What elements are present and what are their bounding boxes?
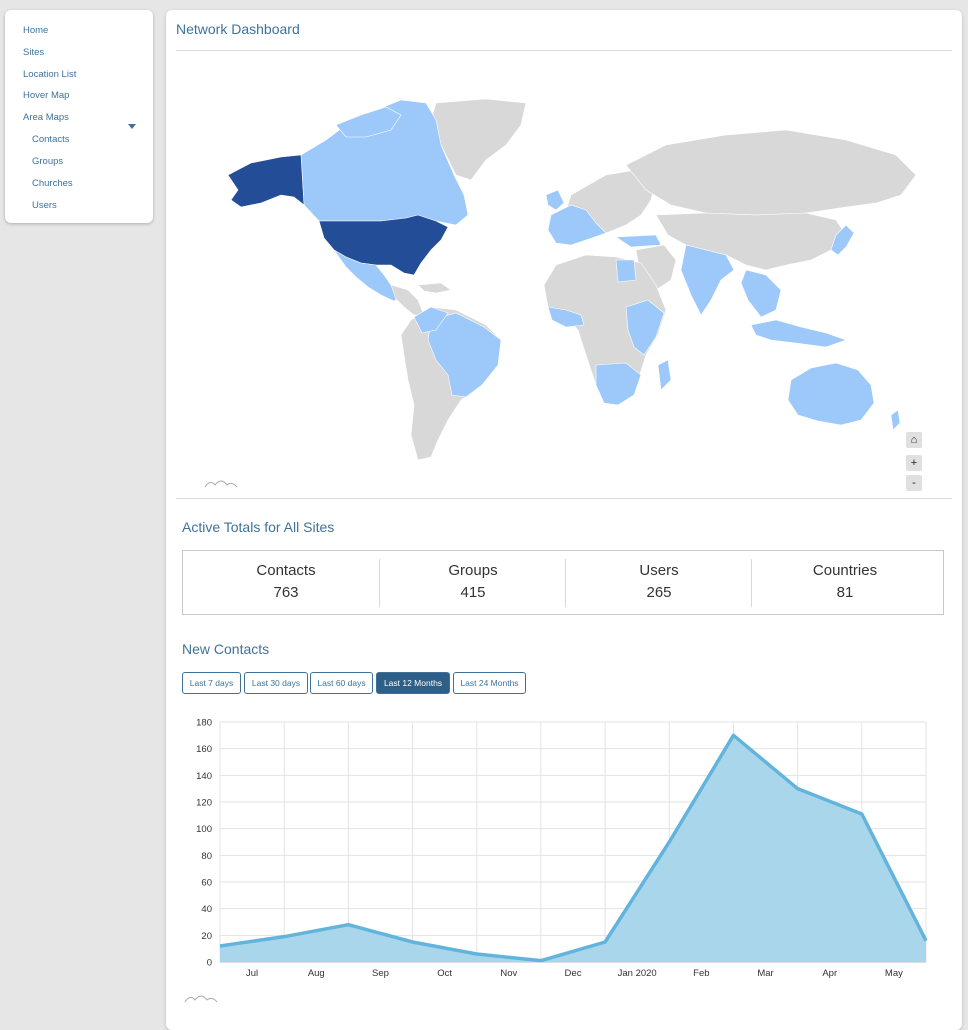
map-region-caribbean <box>418 283 451 293</box>
range-button-7-days[interactable]: Last 7 days <box>182 672 241 694</box>
map-region-uk <box>546 190 564 210</box>
total-groups: Groups 415 <box>379 559 566 607</box>
chart-y-tick-label: 160 <box>196 744 212 755</box>
chart-y-tick-label: 180 <box>196 718 212 729</box>
map-region-australia <box>788 363 874 425</box>
chart-y-tick-label: 40 <box>201 904 212 915</box>
total-countries: Countries 81 <box>751 559 938 607</box>
chart-x-tick-label: Jan 2020 <box>618 968 657 979</box>
divider <box>176 50 952 51</box>
totals-panel: Contacts 763 Groups 415 Users 265 Countr… <box>182 550 944 615</box>
range-button-24-months[interactable]: Last 24 Months <box>453 672 526 694</box>
map-region-south-asia <box>681 245 734 315</box>
total-value: 763 <box>193 584 379 601</box>
total-value: 265 <box>566 584 752 601</box>
world-map[interactable]: ⌂ + - <box>186 85 926 495</box>
total-contacts: Contacts 763 <box>193 559 379 607</box>
total-label: Users <box>566 562 752 579</box>
chart-x-tick-label: Sep <box>372 968 389 979</box>
sidebar-item-home[interactable]: Home <box>23 25 48 36</box>
chart-x-tick-label: Jul <box>246 968 258 979</box>
range-button-30-days[interactable]: Last 30 days <box>244 672 308 694</box>
total-label: Groups <box>380 562 566 579</box>
map-region-madagascar <box>658 360 671 390</box>
map-region-southern-africa <box>596 363 641 405</box>
chart-y-tick-label: 60 <box>201 878 212 889</box>
chart-x-tick-label: Mar <box>757 968 773 979</box>
chart-y-tick-label: 20 <box>201 931 212 942</box>
map-region-alaska <box>228 155 304 207</box>
range-button-60-days[interactable]: Last 60 days <box>310 672 373 694</box>
chart-library-logo-icon <box>204 477 238 489</box>
chart-y-tick-label: 140 <box>196 771 212 782</box>
total-label: Countries <box>752 562 938 579</box>
sidebar-item-hover-map[interactable]: Hover Map <box>23 90 69 101</box>
total-label: Contacts <box>193 562 379 579</box>
world-map-svg <box>186 85 926 495</box>
sidebar-item-location-list[interactable]: Location List <box>23 69 76 80</box>
chart-x-tick-label: Apr <box>822 968 837 979</box>
sidebar-item-sites[interactable]: Sites <box>23 47 44 58</box>
chart-y-tick-label: 80 <box>201 851 212 862</box>
chart-x-tick-label: May <box>885 968 903 979</box>
range-button-12-months[interactable]: Last 12 Months <box>376 672 450 694</box>
sidebar-nav: Home Sites Location List Hover Map Area … <box>5 10 153 223</box>
total-users: Users 265 <box>565 559 752 607</box>
map-zoom-out-button[interactable]: - <box>906 475 922 491</box>
chart-x-tick-label: Feb <box>693 968 709 979</box>
chart-y-tick-label: 120 <box>196 798 212 809</box>
map-region-new-zealand <box>891 410 900 430</box>
chart-x-tick-label: Nov <box>500 968 517 979</box>
sidebar-subitem-groups[interactable]: Groups <box>32 156 63 167</box>
sidebar-item-area-maps[interactable]: Area Maps <box>23 112 69 123</box>
chart-y-tick-label: 0 <box>207 958 212 969</box>
map-home-button[interactable]: ⌂ <box>906 432 922 448</box>
map-region-egypt <box>616 260 636 282</box>
map-region-russia <box>626 130 916 215</box>
totals-title: Active Totals for All Sites <box>182 519 334 535</box>
chart-x-tick-label: Aug <box>308 968 325 979</box>
chart-x-tick-label: Dec <box>565 968 582 979</box>
map-region-usa <box>319 215 448 275</box>
total-value: 81 <box>752 584 938 601</box>
main-panel: Network Dashboard <box>166 10 962 1030</box>
chart-y-tick-label: 100 <box>196 824 212 835</box>
chevron-down-icon[interactable] <box>128 124 136 129</box>
divider <box>176 498 952 499</box>
sidebar-subitem-users[interactable]: Users <box>32 200 57 211</box>
chart-x-tick-label: Oct <box>437 968 452 979</box>
total-value: 415 <box>380 584 566 601</box>
map-region-indonesia <box>751 320 846 347</box>
page-title: Network Dashboard <box>176 21 300 37</box>
sidebar-subitem-contacts[interactable]: Contacts <box>32 134 70 145</box>
map-region-turkey <box>616 235 661 247</box>
new-contacts-chart: 0 20 40 60 80 100 120 140 160 180 Jul Aug Sep Oct Nov… <box>166 700 962 990</box>
chart-library-logo-icon <box>184 992 218 1004</box>
new-contacts-title: New Contacts <box>182 641 269 657</box>
map-zoom-in-button[interactable]: + <box>906 455 922 471</box>
sidebar-subitem-churches[interactable]: Churches <box>32 178 73 189</box>
map-region-southeast-asia <box>741 270 781 317</box>
